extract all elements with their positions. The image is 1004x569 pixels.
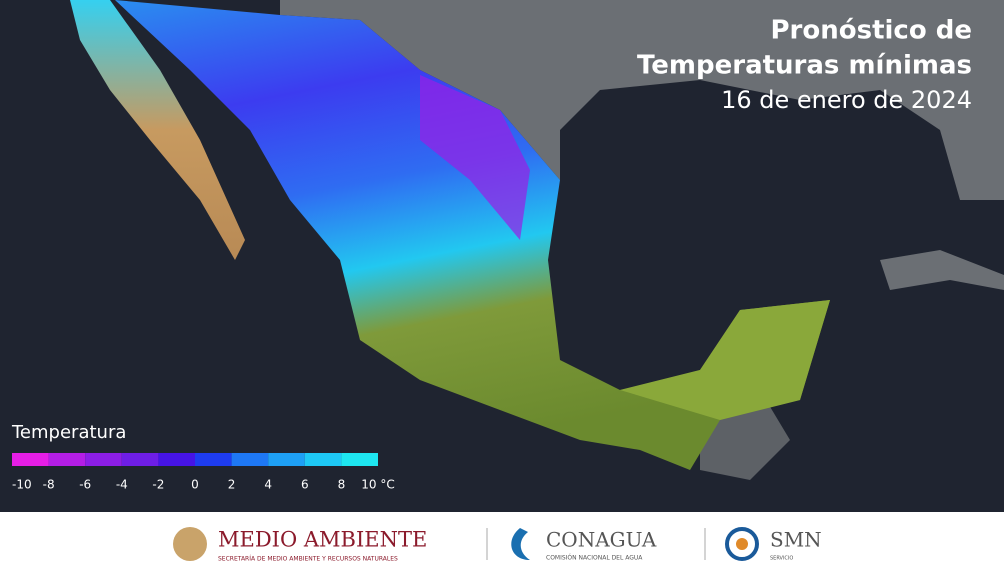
- conagua-sub: COMISIÓN NACIONAL DEL AGUA: [546, 555, 643, 562]
- title: Temperaturas mínimas: [637, 51, 972, 81]
- legend-swatch: [231, 453, 269, 466]
- legend-tick-label: -10: [12, 478, 32, 492]
- legend-swatch: [195, 453, 232, 466]
- yucatan: [620, 300, 830, 420]
- legend-tick-label: -2: [152, 478, 164, 492]
- legend-tick-label: -8: [43, 478, 55, 492]
- legend-swatch: [304, 453, 342, 466]
- cold-zone: [420, 75, 530, 240]
- legend-swatch: [158, 453, 195, 466]
- legend-title: Temperatura: [11, 422, 126, 443]
- legend-swatch: [341, 453, 378, 466]
- usa-land: [280, 0, 1004, 200]
- legend-tick-label: 6: [301, 478, 309, 492]
- legend-swatch: [268, 453, 305, 466]
- baja-california: [70, 0, 245, 260]
- legend-swatch: [85, 453, 122, 466]
- smn-sub: SERVICIO: [770, 556, 793, 562]
- legend-tick-label: 4: [264, 478, 272, 492]
- smn-name: SMN: [770, 528, 822, 552]
- title: Pronóstico de: [771, 16, 973, 46]
- smn-logo: [736, 538, 748, 550]
- legend: -10 -8 -6 -4 -2 0 2 4 6 8 10 °C: [12, 453, 395, 492]
- legend-tick-label: 0: [191, 478, 199, 492]
- legend-swatch: [12, 453, 49, 466]
- semarnat-sub: SECRETARÍA DE MEDIO AMBIENTE Y RECURSOS …: [218, 556, 398, 563]
- legend-swatch: [48, 453, 86, 466]
- conagua-name: CONAGUA: [546, 528, 657, 552]
- legend-tick-label: 2: [228, 478, 236, 492]
- conagua-logo: [511, 528, 530, 560]
- semarnat-name: MEDIO AMBIENTE: [218, 528, 427, 552]
- mexico-mainland: [115, 0, 830, 470]
- legend-tick-label: 8: [338, 478, 346, 492]
- legend-tick-label: 10 °C: [361, 478, 394, 492]
- smn-logo: [725, 527, 759, 561]
- legend-swatch: [121, 453, 159, 466]
- emblem: [173, 527, 207, 561]
- footer: [0, 512, 1004, 565]
- legend-tick-label: -4: [116, 478, 128, 492]
- legend-tick-label: -6: [79, 478, 91, 492]
- cuba: [880, 250, 1004, 290]
- date: 16 de enero de 2024: [721, 86, 972, 114]
